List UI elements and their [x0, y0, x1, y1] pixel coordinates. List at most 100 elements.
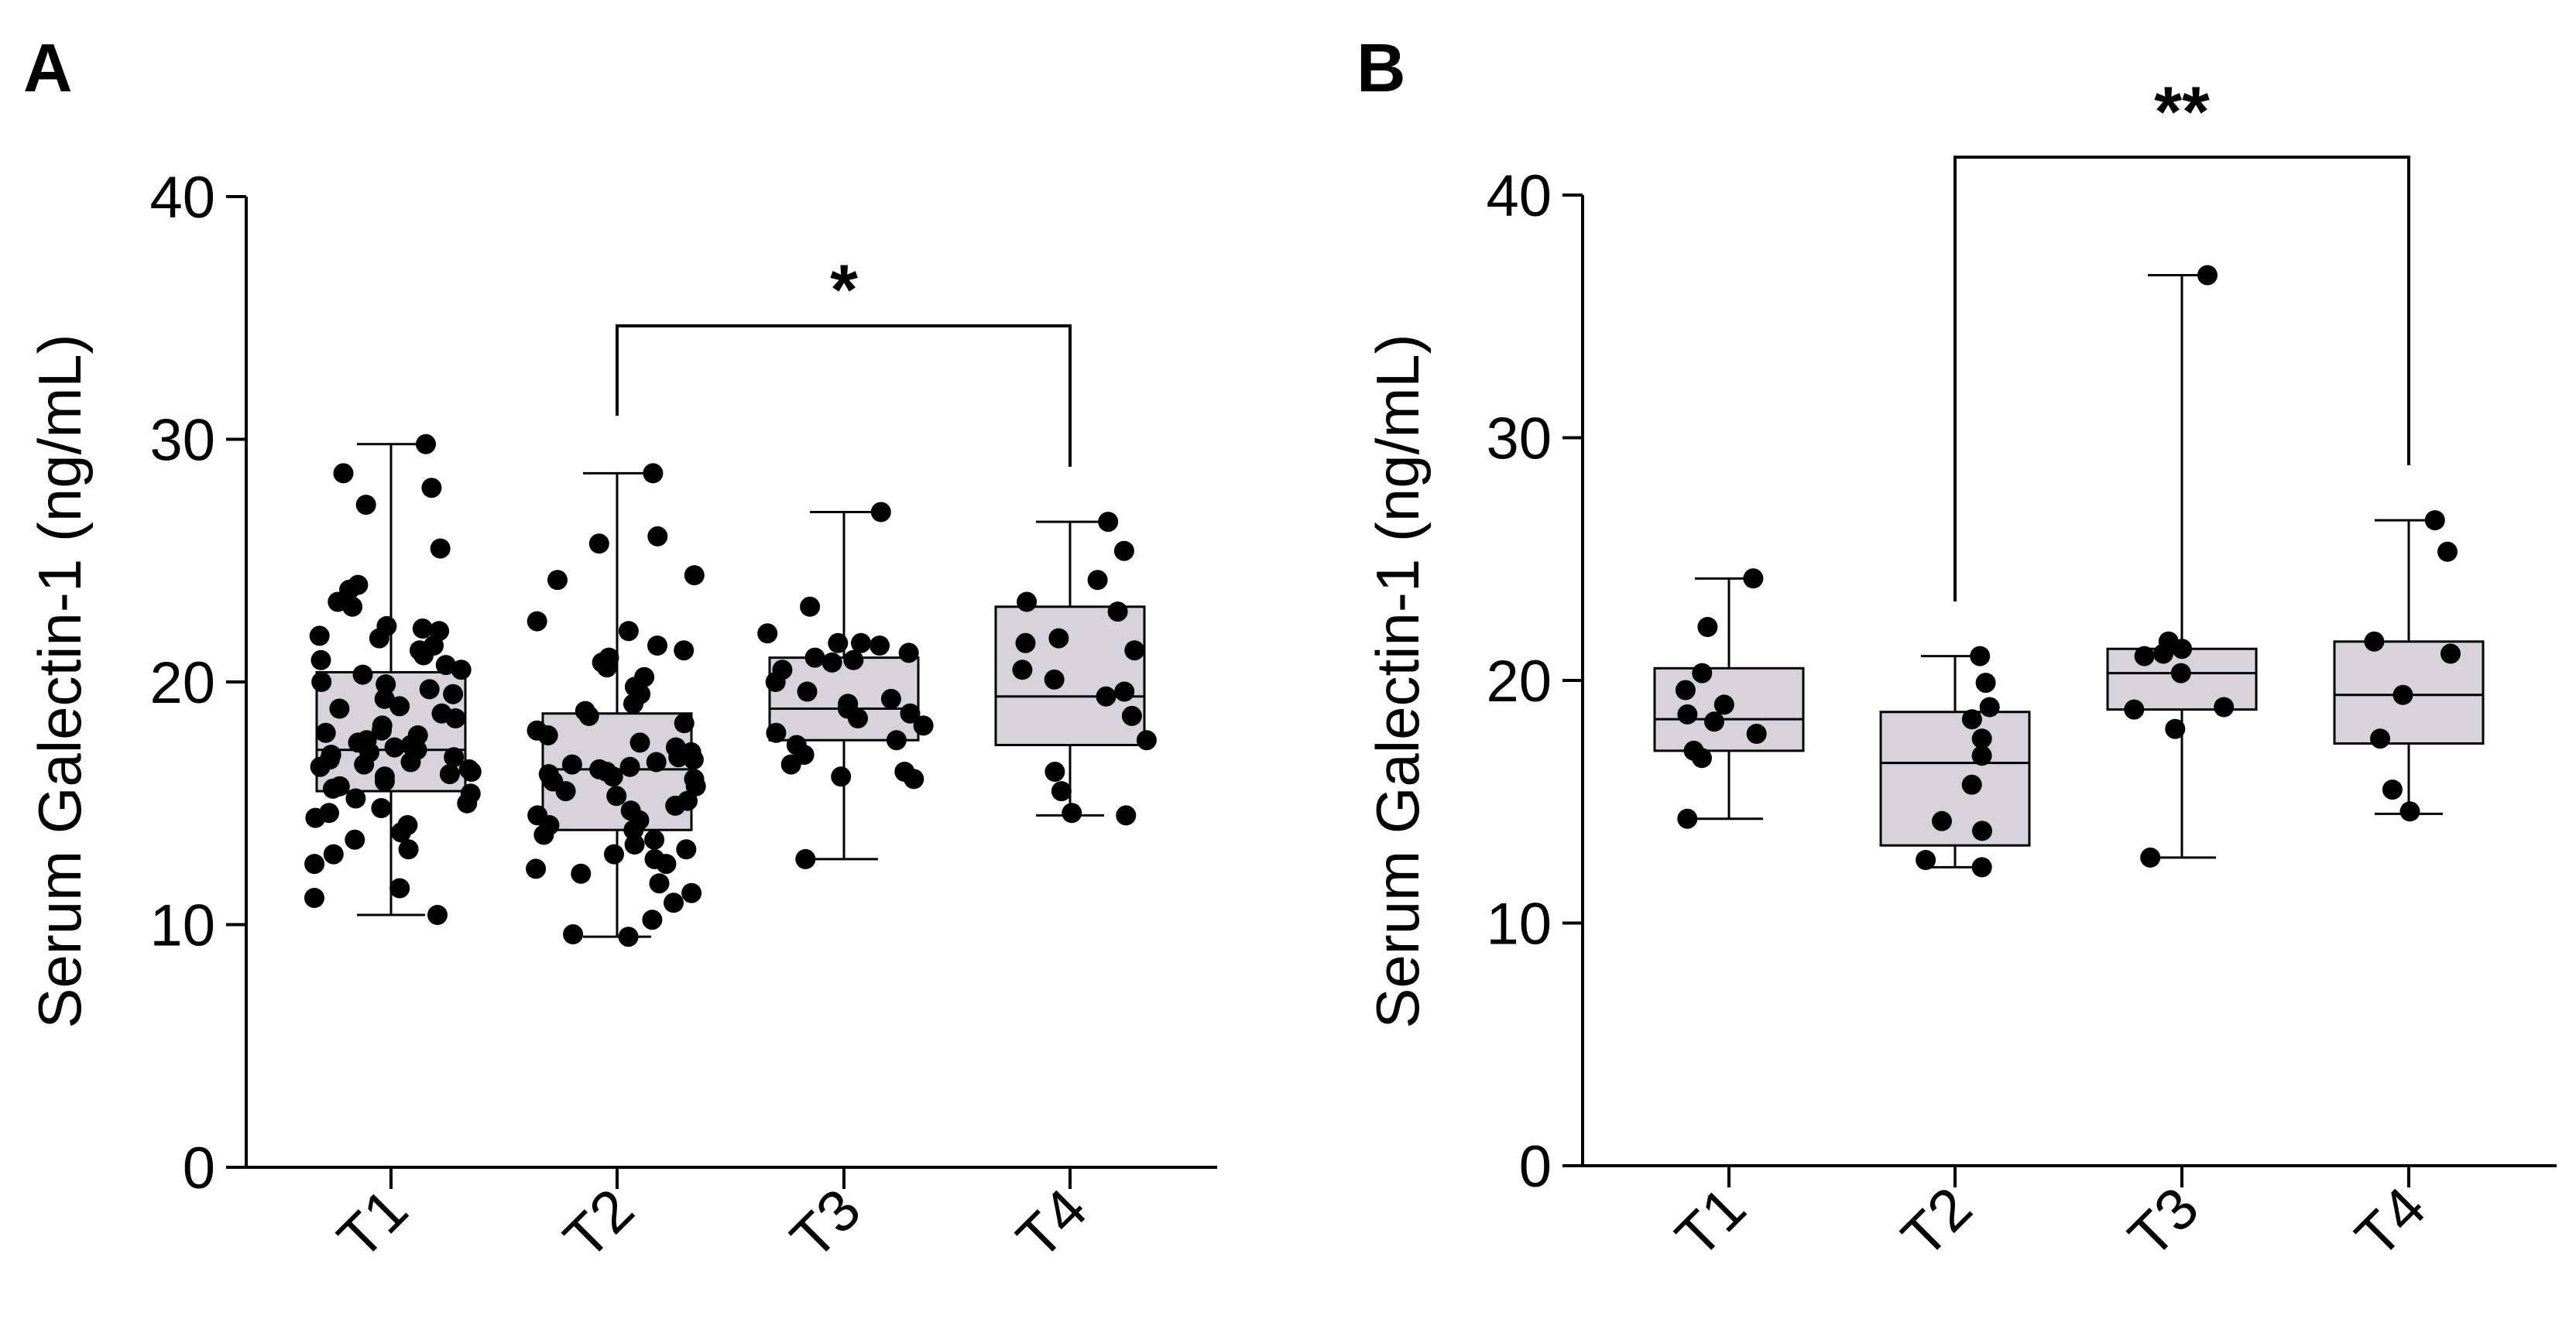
- panel-a-data-point: [310, 649, 331, 670]
- panel-a-data-point: [323, 844, 344, 865]
- panel-b-significance-label: **: [2154, 73, 2210, 152]
- panel-b-data-point: [2124, 699, 2145, 720]
- panel-a-significance: *: [616, 251, 1072, 467]
- panel-a-data-point: [643, 463, 664, 484]
- panel-a-data-point: [355, 495, 376, 516]
- panel-a-data-point: [1048, 628, 1069, 649]
- panel-a-data-point: [384, 737, 405, 758]
- panel-a-points: [304, 433, 1157, 947]
- panel-b-data-point: [2197, 265, 2218, 286]
- panel-b-points-t2: [1916, 646, 2000, 878]
- panel-a-data-point: [391, 822, 411, 843]
- panel-b-data-point: [1961, 774, 1982, 795]
- panel-a-data-point: [886, 730, 907, 751]
- panel-a-data-point: [342, 596, 363, 617]
- panel-a-data-point: [421, 478, 442, 498]
- panel-b-data-point: [1692, 748, 1712, 769]
- panel-b-data-point: [1675, 680, 1696, 701]
- panel-a-boxes: [315, 443, 1146, 938]
- panel-a-data-point: [371, 798, 392, 818]
- panel-a-data-point: [765, 672, 786, 692]
- panel-b-data-point: [2172, 639, 2193, 660]
- panel-b-data-point: [1746, 724, 1767, 744]
- panel-b-category-label-t1: T1: [1663, 1175, 1758, 1270]
- panel-a-data-point: [676, 839, 697, 860]
- panel-a-box-t3: [768, 511, 920, 861]
- panel-a-data-point: [649, 873, 670, 894]
- panel-a-data-point: [413, 645, 434, 666]
- panel-b-box-t4: [2333, 519, 2485, 815]
- panel-a-category-label-t3: T3: [778, 1177, 873, 1272]
- panel-a-data-point: [623, 820, 644, 841]
- panel-a-data-point: [880, 688, 901, 709]
- panel-b-data-point: [2382, 779, 2403, 800]
- panel-b-y-tick-label: 30: [1486, 406, 1552, 472]
- panel-a-data-point: [642, 910, 663, 930]
- panel-a-data-point: [913, 715, 934, 736]
- panel-b-box-iqr: [1879, 711, 2031, 847]
- panel-a-data-point: [780, 754, 801, 775]
- panel-b-data-point: [2134, 646, 2155, 666]
- panel-a-points-t4: [1012, 512, 1157, 826]
- panel-a-y-ticks: 0 10 20 30 40: [149, 165, 246, 1201]
- panel-b-data-point: [2364, 631, 2385, 652]
- panel-a-data-point: [527, 611, 547, 632]
- panel-a-data-point: [870, 636, 890, 656]
- panel-a-data-point: [444, 747, 465, 768]
- panel-a-data-point: [1017, 591, 1038, 612]
- panel-a-data-point: [870, 502, 891, 522]
- panel-a-data-point: [369, 628, 389, 649]
- panel-b-data-point: [1971, 745, 1992, 766]
- panel-b-points-t4: [2364, 510, 2461, 822]
- panel-a-data-point: [445, 708, 466, 728]
- panel-a-data-point: [430, 538, 451, 559]
- panel-a-data-point: [843, 649, 864, 670]
- panel-b-data-point: [1979, 697, 2000, 718]
- panel-a-data-point: [596, 657, 617, 678]
- panel-a-data-point: [647, 636, 667, 656]
- panel-a-y-tick-label: 40: [149, 165, 215, 231]
- panel-a-data-point: [1051, 781, 1072, 802]
- panel-b-y-tick-label: 20: [1486, 649, 1552, 714]
- panel-a-data-point: [311, 672, 332, 692]
- panel-a-data-point: [851, 632, 871, 653]
- panel-b-y-ticks: 0 10 20 30 40: [1486, 163, 1583, 1200]
- panel-b-data-point: [1971, 728, 1992, 749]
- panel-b-significance: **: [1953, 73, 2410, 601]
- panel-a-data-point: [333, 463, 354, 484]
- panel-b-points: [1675, 265, 2461, 878]
- panel-b-data-point: [1677, 808, 1698, 829]
- panel-a-data-point: [646, 752, 667, 773]
- panel-b-data-point: [1971, 857, 1992, 878]
- panel-a-data-point: [309, 625, 330, 646]
- panel-a-data-point: [828, 632, 849, 653]
- panel-a-data-point: [606, 786, 627, 807]
- panel-b-data-point: [1932, 810, 1952, 831]
- panel-a-y-tick-label: 20: [149, 650, 215, 716]
- panel-a-data-point: [374, 688, 395, 709]
- panel-a-data-point: [664, 892, 684, 913]
- panel-a-data-point: [398, 839, 419, 860]
- panel-b-data-point: [1961, 709, 1982, 730]
- panel-a-data-point: [1114, 681, 1135, 702]
- panel-b-data-point: [2437, 541, 2458, 562]
- panel-a-x-ticks: T1 T2 T3 T4: [325, 1167, 1099, 1272]
- panel-b-data-point: [1692, 663, 1713, 683]
- panel-a-points-t3: [757, 502, 934, 869]
- panel-a-data-point: [656, 854, 677, 875]
- panel-a-data-point: [604, 844, 624, 865]
- panel-b-data-point: [1970, 646, 1991, 666]
- panel-a-data-point: [1107, 601, 1128, 622]
- panel-a-points-t1: [304, 433, 482, 925]
- panel-a-data-point: [602, 766, 623, 787]
- panel-a-data-point: [526, 858, 547, 879]
- panel-a-data-point: [537, 725, 558, 745]
- panel-a-data-point: [345, 829, 365, 850]
- panel-b-data-point: [1677, 704, 1698, 725]
- panel-b-significance-bracket: [1953, 156, 2410, 601]
- panel-a-data-point: [900, 703, 921, 724]
- panel-a-data-point: [443, 683, 464, 704]
- panel-a-data-point: [804, 647, 825, 668]
